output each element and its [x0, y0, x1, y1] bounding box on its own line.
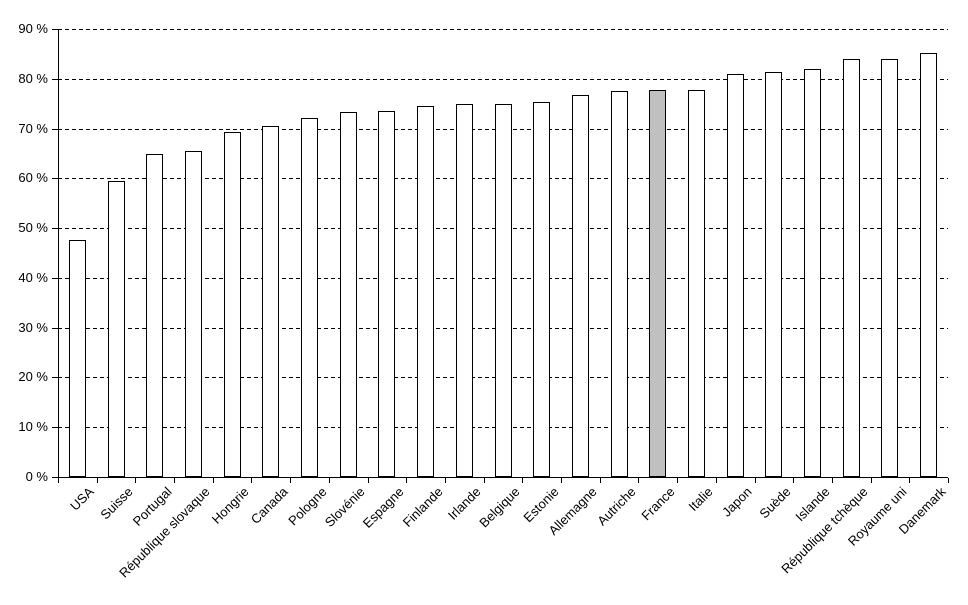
bar-suisse [107, 180, 125, 477]
x-category-label-usa: USA [67, 484, 97, 514]
bar-allemagne [571, 95, 589, 477]
x-axis-tick [444, 478, 446, 483]
x-category-label-slovenie: Slovénie [321, 484, 368, 530]
y-axis-line [58, 29, 59, 478]
bar-republique-tcheque [842, 58, 860, 477]
x-category-label-belgique: Belgique [476, 484, 523, 531]
x-axis-tick [328, 478, 330, 483]
x-axis-tick [715, 478, 717, 483]
x-axis-tick [212, 478, 214, 483]
x-axis-tick [677, 478, 679, 483]
y-tick-label: 80 % [18, 70, 48, 86]
bar-royaume-uni [881, 58, 899, 477]
x-axis-tick [599, 478, 601, 483]
x-axis-tick [58, 478, 59, 483]
bar-hongrie [223, 131, 241, 477]
y-tick-label: 10 % [18, 419, 48, 435]
x-axis-tick [483, 478, 485, 483]
x-axis-tick [793, 478, 795, 483]
y-axis-tick [52, 327, 58, 329]
gridline-90-pct [58, 29, 948, 30]
x-axis-tick [870, 478, 872, 483]
y-tick-label: 90 % [18, 21, 48, 36]
x-axis-tick [96, 478, 98, 483]
y-axis-tick [52, 427, 58, 429]
bar-pologne [301, 118, 319, 477]
y-tick-label: 50 % [18, 220, 48, 236]
x-axis-tick [406, 478, 408, 483]
x-axis-tick [251, 478, 253, 483]
x-axis-tick [522, 478, 524, 483]
bar-islande [804, 68, 822, 477]
bar-republique-slovaque [184, 151, 202, 477]
x-category-label-finlande: Finlande [399, 484, 446, 530]
bar-france [649, 89, 667, 477]
bar-usa [68, 240, 86, 477]
y-tick-label: 70 % [18, 120, 48, 136]
y-tick-label: 30 % [18, 319, 48, 335]
x-category-label-hongrie: Hongrie [208, 484, 252, 527]
x-category-label-pologne: Pologne [284, 484, 330, 529]
y-axis-tick [52, 228, 58, 230]
x-axis-tick [638, 478, 640, 483]
bar-danemark [920, 53, 938, 477]
gridline-80-pct [58, 78, 948, 80]
bar-portugal [146, 154, 164, 477]
bar-autriche [610, 91, 628, 477]
x-axis-tick [174, 478, 176, 483]
y-axis-tick [52, 477, 58, 478]
y-axis-tick [52, 277, 58, 279]
x-axis-tick [290, 478, 292, 483]
x-axis-line [52, 477, 948, 478]
bar-belgique [494, 103, 512, 477]
y-tick-label: 0 % [25, 469, 48, 484]
bar-estonie [533, 102, 551, 477]
x-axis-tick [561, 478, 563, 483]
x-axis-tick [367, 478, 369, 483]
x-category-label-italie: Italie [686, 484, 717, 515]
bar-slovenie [339, 112, 357, 477]
y-axis-tick [52, 377, 58, 379]
bar-suede [765, 71, 783, 477]
bar-espagne [378, 110, 396, 477]
y-tick-label: 40 % [18, 269, 48, 285]
bar-japon [726, 74, 744, 477]
x-axis-tick [948, 478, 949, 483]
y-axis-tick [52, 178, 58, 180]
x-axis-tick [754, 478, 756, 483]
bar-canada [262, 126, 280, 477]
x-category-label-autriche: Autriche [594, 484, 639, 529]
y-axis-tick [52, 78, 58, 80]
x-category-label-japon: Japon [719, 484, 755, 520]
bar-finlande [417, 105, 435, 477]
y-axis-tick [52, 128, 58, 130]
y-tick-label: 60 % [18, 170, 48, 186]
y-tick-label: 20 % [18, 369, 48, 385]
x-axis-tick [909, 478, 911, 483]
x-axis-tick [135, 478, 137, 483]
x-category-label-canada: Canada [247, 484, 291, 527]
y-axis-tick [52, 29, 58, 30]
x-axis-tick [831, 478, 833, 483]
x-category-label-france: France [638, 484, 678, 524]
bar-irlande [455, 103, 473, 477]
bar-italie [687, 90, 705, 477]
x-category-label-suede: Suède [756, 484, 794, 522]
x-category-label-espagne: Espagne [359, 484, 407, 531]
